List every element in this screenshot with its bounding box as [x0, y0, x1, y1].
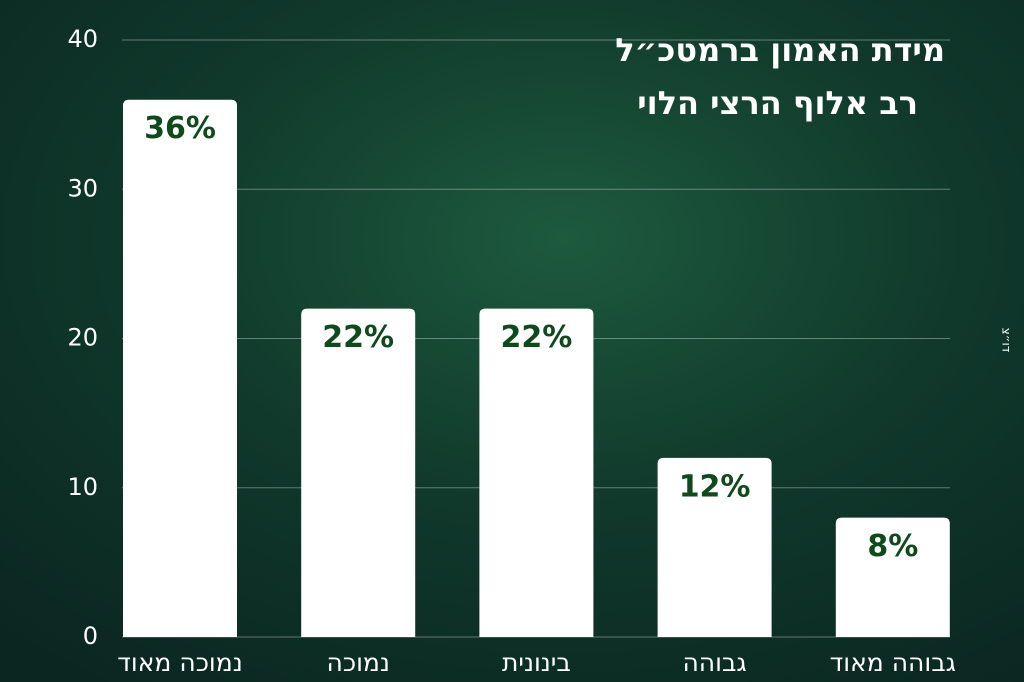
y-tick-label: 40	[67, 25, 98, 53]
bar	[301, 308, 416, 637]
value-label: 8%	[867, 529, 918, 564]
chart-title: מידת האמון ברמטכ״ל	[615, 31, 945, 69]
value-label: 36%	[144, 111, 216, 146]
chart-subtitle: רב אלוף הרצי הלוי	[637, 84, 918, 122]
y-tick-label: 10	[67, 473, 98, 501]
bar	[657, 457, 772, 637]
value-label: 22%	[322, 320, 394, 355]
y-tick-label: 20	[67, 324, 98, 352]
x-tick-label: נמוכה	[327, 648, 390, 677]
y-tick-label: 0	[83, 622, 98, 650]
value-label: 12%	[679, 469, 751, 504]
bar	[479, 308, 594, 637]
bar	[835, 517, 950, 637]
bar	[123, 99, 237, 637]
value-label: 22%	[500, 320, 572, 355]
x-tick-label: גבוהה	[682, 648, 746, 677]
photo-credit: דו״צ	[1000, 328, 1014, 353]
x-tick-label: גבוהה מאוד	[830, 648, 956, 677]
y-tick-label: 30	[67, 174, 98, 202]
x-tick-label: נמוכה מאוד	[117, 648, 242, 677]
x-tick-label: בינונית	[502, 648, 571, 677]
